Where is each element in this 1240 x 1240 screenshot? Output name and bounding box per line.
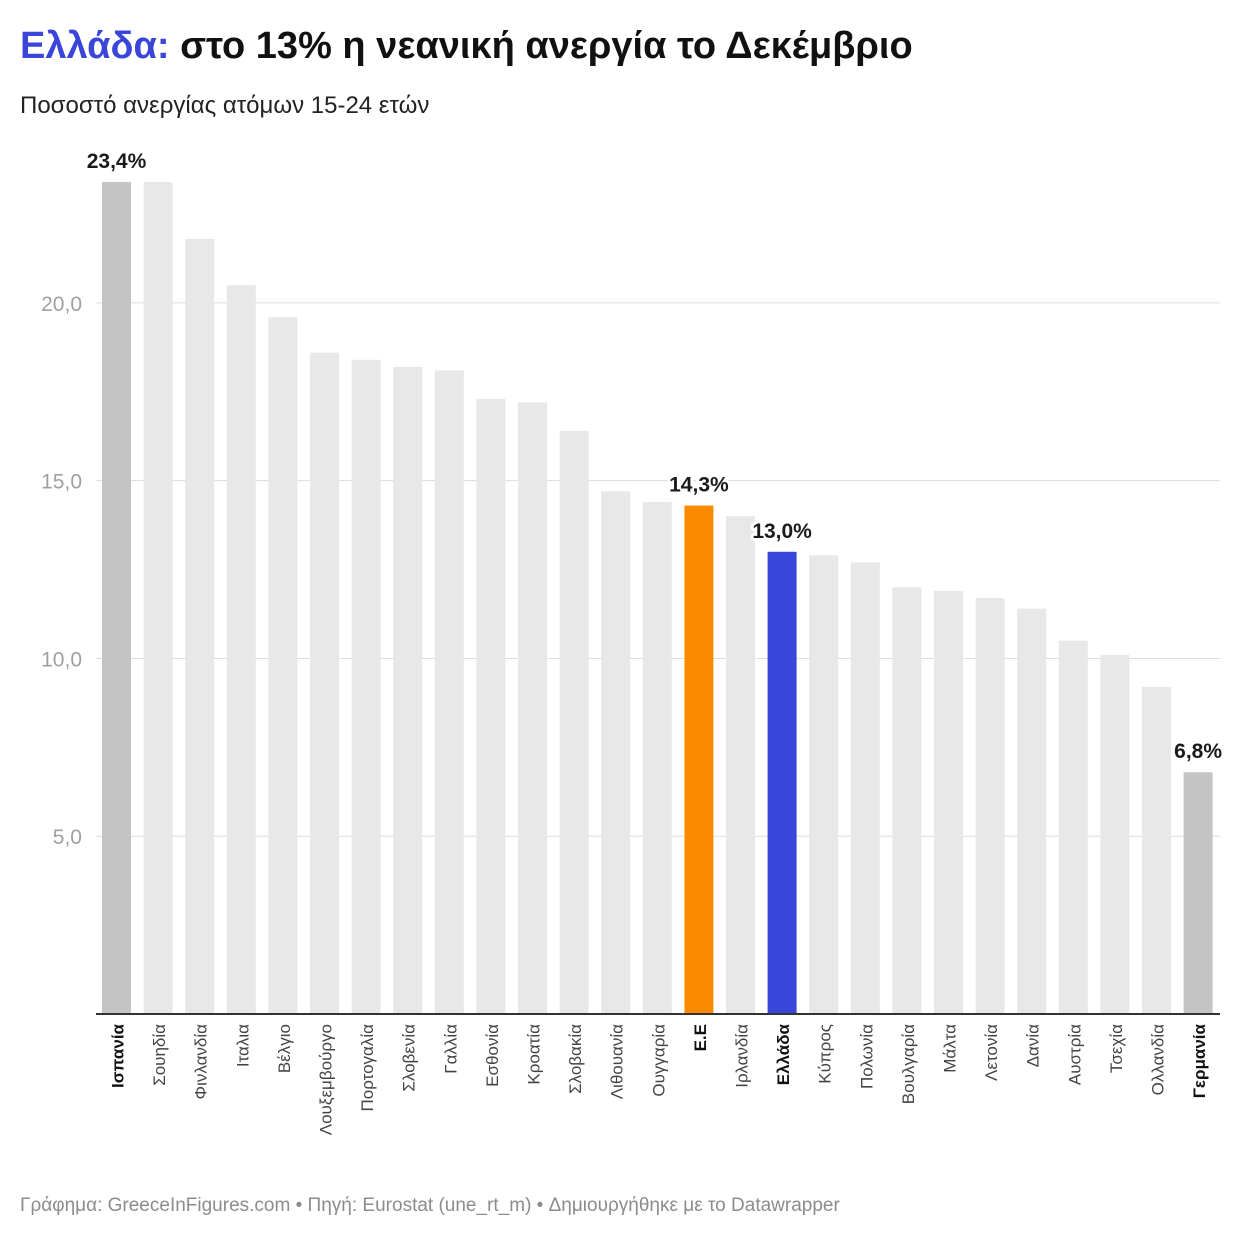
y-tick-label: 10,0 — [41, 648, 82, 671]
bar — [1183, 772, 1213, 1014]
bar — [559, 430, 589, 1014]
data-label: 14,3% — [669, 474, 729, 497]
bar — [892, 587, 922, 1014]
x-tick-label: Κροατία — [525, 1024, 544, 1085]
bar — [809, 555, 839, 1014]
x-tick-label: Σλοβακία — [566, 1024, 585, 1094]
x-tick-label: Ουγγαρία — [649, 1024, 668, 1097]
x-tick-label: Κύπρος — [816, 1024, 835, 1084]
x-tick-label: Αυστρία — [1065, 1024, 1084, 1085]
x-tick-label: Λουξεμβούργο — [317, 1024, 336, 1135]
y-tick-label: 5,0 — [53, 826, 82, 849]
x-tick-label: Ισπανία — [109, 1023, 128, 1088]
x-tick-label: Λετονία — [982, 1024, 1001, 1081]
x-tick-label: Γαλλία — [441, 1024, 460, 1074]
x-tick-label: Λιθουανία — [608, 1024, 627, 1099]
x-tick-label: Σλοβενία — [400, 1024, 419, 1092]
chart-footer: Γράφημα: GreeceInFigures.com • Πηγή: Eur… — [20, 1195, 840, 1216]
bar — [850, 562, 880, 1014]
bar — [975, 598, 1005, 1014]
x-tick-label: Δανία — [1024, 1024, 1043, 1067]
bar — [268, 317, 298, 1015]
data-label: 13,0% — [752, 520, 812, 543]
chart-title: Ελλάδα: στο 13% η νεανική ανεργία το Δεκ… — [20, 22, 913, 70]
bar — [226, 285, 256, 1015]
bar — [434, 370, 464, 1014]
bar — [726, 516, 755, 1014]
bar — [642, 502, 672, 1014]
x-tick-label: Φινλανδία — [192, 1024, 211, 1100]
bar — [518, 402, 547, 1014]
x-tick-label: Ιρλανδία — [733, 1024, 752, 1088]
x-tick-label: Τσεχία — [1107, 1024, 1126, 1073]
data-label: 6,8% — [1174, 740, 1222, 763]
data-label-halo: 23,4% — [87, 150, 147, 173]
y-tick-label: 15,0 — [41, 471, 82, 494]
data-label: 23,4% — [87, 150, 147, 173]
x-tick-label: Βουλγαρία — [899, 1024, 918, 1104]
data-label-halo: 14,3% — [669, 474, 729, 497]
bar — [476, 398, 506, 1014]
bar — [143, 182, 173, 1014]
bar — [1142, 686, 1171, 1014]
bar — [102, 182, 131, 1014]
data-label-halo: 6,8% — [1174, 740, 1222, 763]
bar — [1058, 640, 1088, 1014]
title-text: στο 13% η νεανική ανεργία το Δεκέμβριο — [169, 25, 913, 67]
bar — [310, 352, 339, 1015]
bar — [185, 238, 215, 1014]
bar — [393, 366, 423, 1014]
x-tick-label: Ελλάδα — [774, 1023, 793, 1085]
title-highlight: Ελλάδα: — [20, 25, 170, 67]
bar — [1017, 608, 1047, 1014]
x-tick-label: Ιταλια — [233, 1024, 252, 1067]
x-tick-label: Βέλγιο — [275, 1024, 294, 1073]
x-tick-label: Πολωνία — [857, 1024, 876, 1089]
x-tick-label: Εσθονία — [483, 1024, 502, 1087]
bar — [351, 359, 381, 1014]
bar — [684, 505, 714, 1014]
x-tick-label: Γερμανία — [1190, 1023, 1209, 1098]
chart-subtitle: Ποσοστό ανεργίας ατόμων 15-24 ετών — [20, 92, 430, 119]
x-tick-label: Ε.Ε — [691, 1024, 710, 1051]
x-tick-label: Πορτογαλία — [358, 1024, 377, 1112]
x-tick-label: Μάλτα — [941, 1024, 960, 1073]
y-tick-label: 20,0 — [41, 293, 82, 316]
x-tick-label: Ολλανδία — [1149, 1024, 1168, 1096]
bar — [601, 491, 631, 1014]
x-tick-label: Σουηδία — [150, 1024, 169, 1086]
bar — [934, 590, 963, 1014]
data-label-halo: 13,0% — [752, 520, 812, 543]
bar — [1100, 654, 1130, 1014]
bar — [767, 551, 797, 1014]
